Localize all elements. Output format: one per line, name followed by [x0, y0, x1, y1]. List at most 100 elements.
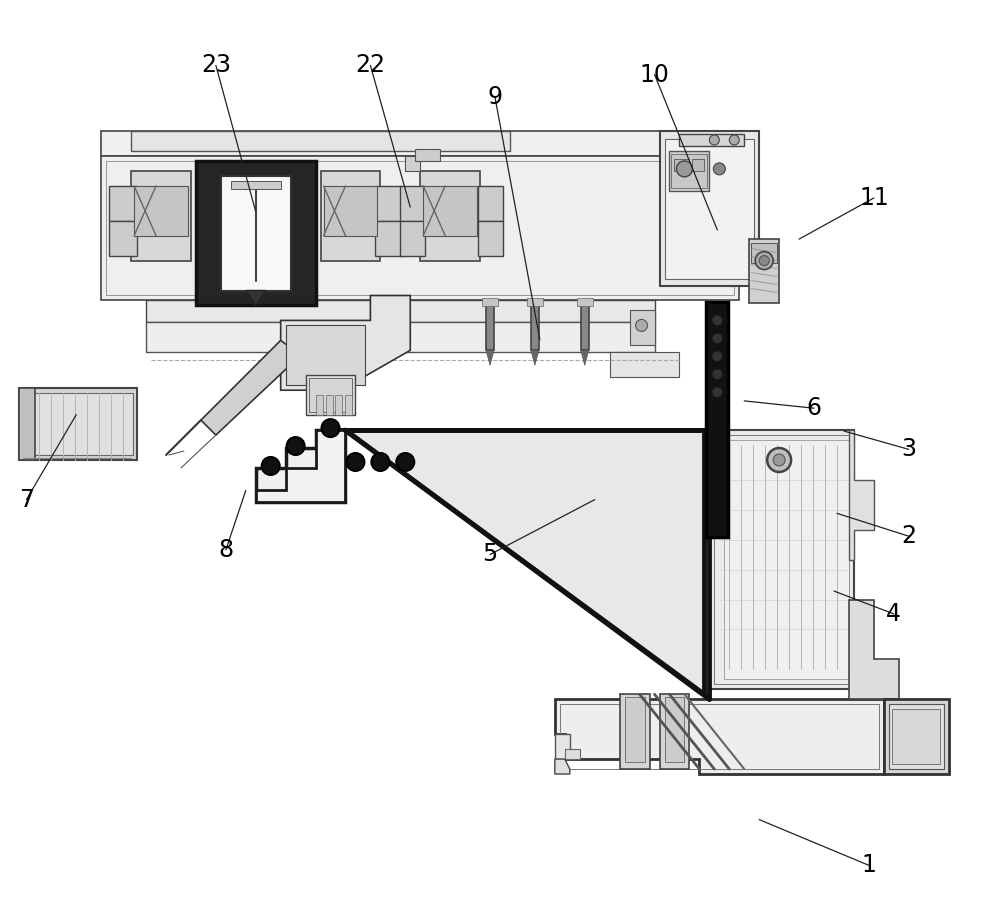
- Bar: [709, 430, 854, 690]
- Bar: [482, 299, 498, 306]
- Circle shape: [676, 160, 692, 177]
- Polygon shape: [849, 430, 874, 559]
- Circle shape: [712, 315, 722, 326]
- Bar: [724, 440, 849, 679]
- Polygon shape: [555, 759, 570, 774]
- Bar: [478, 221, 503, 256]
- Bar: [316, 395, 323, 415]
- Bar: [321, 171, 380, 260]
- Bar: [581, 305, 589, 350]
- Bar: [134, 186, 188, 236]
- Circle shape: [713, 163, 725, 175]
- Bar: [625, 697, 645, 762]
- Text: 11: 11: [859, 186, 889, 210]
- Circle shape: [759, 256, 769, 266]
- Circle shape: [322, 419, 339, 437]
- Bar: [671, 154, 707, 188]
- Bar: [749, 238, 779, 304]
- Bar: [577, 299, 593, 306]
- Circle shape: [712, 334, 722, 343]
- Circle shape: [708, 329, 726, 348]
- Bar: [486, 305, 494, 350]
- Bar: [306, 375, 355, 415]
- Bar: [109, 221, 137, 256]
- Bar: [660, 131, 759, 285]
- Bar: [400, 221, 425, 256]
- Bar: [565, 749, 580, 759]
- Polygon shape: [581, 350, 589, 365]
- Text: 2: 2: [901, 525, 916, 548]
- Circle shape: [262, 457, 280, 475]
- Circle shape: [773, 454, 785, 466]
- Polygon shape: [486, 350, 494, 365]
- Bar: [884, 700, 949, 774]
- Circle shape: [636, 319, 648, 331]
- Polygon shape: [281, 295, 410, 391]
- Circle shape: [712, 387, 722, 397]
- Bar: [375, 221, 403, 256]
- Bar: [531, 305, 539, 350]
- Circle shape: [755, 251, 773, 270]
- Text: 22: 22: [355, 53, 385, 77]
- Bar: [478, 186, 503, 221]
- Bar: [324, 186, 377, 236]
- Bar: [131, 171, 191, 260]
- Bar: [669, 151, 709, 191]
- Circle shape: [712, 351, 722, 361]
- Text: 10: 10: [640, 62, 669, 86]
- Bar: [326, 395, 333, 415]
- Circle shape: [708, 348, 726, 365]
- Text: 23: 23: [201, 53, 231, 77]
- Bar: [101, 131, 739, 156]
- Circle shape: [287, 437, 305, 455]
- Bar: [560, 704, 879, 769]
- Bar: [23, 393, 133, 455]
- Polygon shape: [256, 430, 345, 502]
- Bar: [19, 388, 35, 460]
- Bar: [892, 709, 940, 764]
- Circle shape: [712, 370, 722, 380]
- Text: 3: 3: [901, 437, 916, 461]
- Bar: [714, 435, 849, 684]
- Bar: [146, 301, 655, 323]
- Bar: [420, 171, 480, 260]
- Bar: [400, 186, 425, 221]
- Bar: [196, 160, 316, 305]
- Bar: [231, 181, 281, 189]
- Circle shape: [708, 365, 726, 383]
- Circle shape: [371, 453, 389, 471]
- Bar: [375, 186, 403, 221]
- Circle shape: [709, 135, 719, 145]
- Text: 9: 9: [488, 85, 503, 109]
- Bar: [679, 134, 744, 146]
- Circle shape: [708, 312, 726, 329]
- Polygon shape: [849, 600, 899, 700]
- Polygon shape: [345, 430, 704, 694]
- Bar: [665, 697, 684, 762]
- Bar: [706, 303, 728, 536]
- Bar: [692, 159, 704, 171]
- Circle shape: [346, 453, 364, 471]
- Bar: [527, 299, 543, 306]
- Polygon shape: [531, 350, 539, 365]
- Circle shape: [729, 135, 739, 145]
- Polygon shape: [555, 700, 884, 774]
- Bar: [109, 186, 137, 221]
- Circle shape: [396, 453, 414, 471]
- Circle shape: [708, 383, 726, 401]
- Text: 5: 5: [482, 543, 498, 567]
- Bar: [555, 735, 570, 759]
- Circle shape: [767, 448, 791, 472]
- Bar: [660, 694, 689, 769]
- Text: 1: 1: [861, 854, 876, 878]
- Bar: [405, 156, 420, 171]
- Polygon shape: [256, 430, 345, 502]
- Text: 7: 7: [19, 488, 34, 512]
- Bar: [610, 352, 679, 377]
- Bar: [415, 149, 440, 160]
- Text: 4: 4: [886, 602, 901, 626]
- Bar: [309, 378, 352, 412]
- Bar: [889, 704, 944, 769]
- Polygon shape: [246, 291, 266, 305]
- Bar: [665, 139, 754, 279]
